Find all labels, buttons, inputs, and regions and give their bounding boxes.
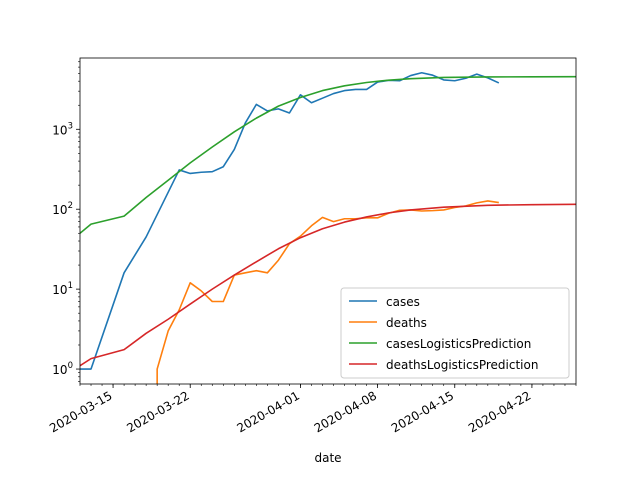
legend-label-deathsLogisticsPrediction: deathsLogisticsPrediction	[386, 358, 538, 372]
y-tick-exponent: 0	[68, 361, 73, 371]
series-line-deathsLogisticsPrediction	[80, 203, 576, 367]
series-line-casesLogisticsPrediction	[80, 75, 576, 234]
legend-label-cases: cases	[386, 295, 420, 309]
legend-label-deaths: deaths	[386, 316, 427, 330]
legend-box	[340, 287, 570, 379]
y-tick-exponent: 3	[68, 121, 73, 131]
y-tick-label: 103	[52, 121, 73, 137]
y-tick-label: 102	[52, 201, 73, 217]
y-tick-exponent: 1	[68, 281, 73, 291]
plot-frame	[79, 57, 577, 385]
series-layer	[80, 71, 576, 384]
legend: cases deaths casesLogisticsPrediction death…	[340, 287, 570, 379]
y-tick-label: 100	[52, 361, 73, 377]
y-tick-base: 10	[52, 283, 67, 297]
y-tick-base: 10	[52, 363, 67, 377]
y-tick-base: 10	[52, 123, 67, 137]
legend-label-casesLogisticsPrediction: casesLogisticsPrediction	[386, 337, 531, 351]
y-tick-exponent: 2	[68, 201, 73, 211]
x-axis-label: date	[314, 451, 341, 465]
y-tick-base: 10	[52, 203, 67, 217]
y-tick-label: 101	[52, 281, 73, 297]
